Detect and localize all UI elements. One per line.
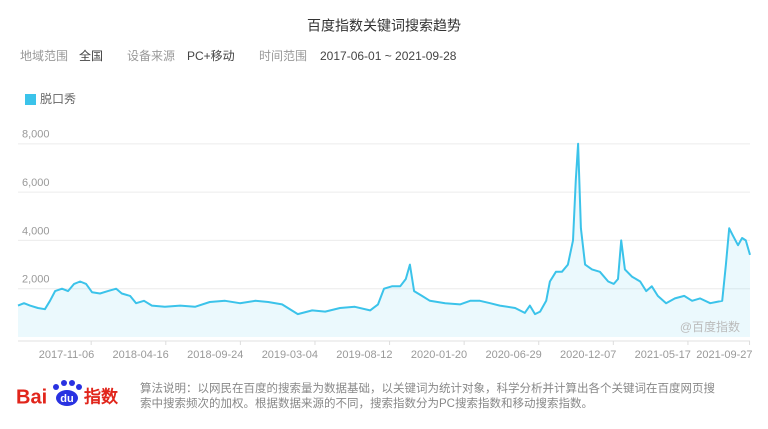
filter-label: 设备来源 <box>127 49 175 63</box>
filter-value: PC+移动 <box>187 49 235 63</box>
y-tick-label: 4,000 <box>22 225 50 237</box>
x-tick-label: 2020-12-07 <box>560 349 616 361</box>
y-tick-label: 6,000 <box>22 177 50 189</box>
logo-paw <box>76 384 82 390</box>
footer-text: 算法说明：以网民在百度的搜索量为数据基础，以关键词为统计对象，科学分析并计算出各… <box>140 381 715 395</box>
line <box>17 142 751 316</box>
area <box>18 143 750 337</box>
logo-paw <box>61 380 67 386</box>
x-tick-label: 2019-03-04 <box>262 349 318 361</box>
logo-paw <box>56 390 78 406</box>
footer-text: 索中搜索频次的加权。根据数据来源的不同，搜索指数分为PC搜索指数和移动搜索指数。 <box>140 396 593 410</box>
logo-text: Bai <box>16 386 47 408</box>
plot: 2,000 4,000 6,000 8,000 2017-11-06 2018-04-16… <box>17 129 753 361</box>
chart-title: 百度指数关键词搜索趋势 <box>307 18 461 34</box>
y-tick-label: 8,000 <box>22 129 50 141</box>
filter-label: 时间范围 <box>259 49 307 63</box>
logo-paw <box>69 380 75 386</box>
filter-value: 全国 <box>79 48 103 63</box>
legend-swatch <box>25 94 36 105</box>
x-tick-label: 2017-11-06 <box>39 349 94 361</box>
y-tick-label: 2,000 <box>22 274 50 286</box>
logo-paw <box>53 384 59 390</box>
watermark: @百度指数 <box>680 319 740 334</box>
x-tick-label: 2021-09-27 <box>696 349 752 361</box>
logo-text: 指数 <box>84 386 119 406</box>
x-tick-label: 2020-06-29 <box>485 349 541 361</box>
x-tick-label: 2018-09-24 <box>187 349 243 361</box>
logo-text: du <box>60 393 73 405</box>
x-tick-label: 2019-08-12 <box>336 349 392 361</box>
filter-value: 2017-06-01 ~ 2021-09-28 <box>320 49 457 63</box>
x-tick-label: 2020-01-20 <box>411 349 467 361</box>
filter-label: 地域范围 <box>20 49 68 63</box>
logo: Bai du 指数 <box>16 380 119 408</box>
x-tick-label: 2018-04-16 <box>113 349 169 361</box>
x-tick-label: 2021-05-17 <box>635 349 691 361</box>
legend-label: 脱口秀 <box>40 91 76 106</box>
